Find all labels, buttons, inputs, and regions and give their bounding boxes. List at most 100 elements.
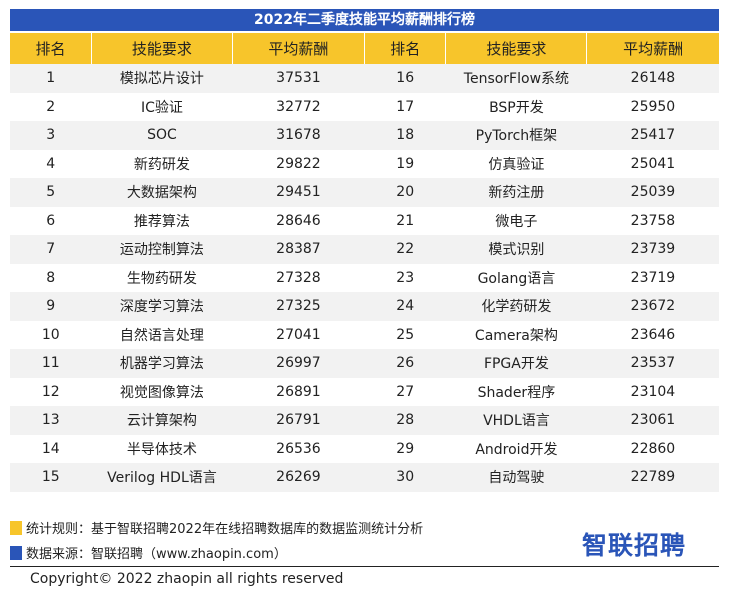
salary-cell: 25417 [586, 121, 719, 150]
rank-cell: 30 [364, 463, 446, 492]
skill-cell: TensorFlow系统 [445, 64, 587, 93]
table-row: 2 IC验证 32772 17 BSP开发 25950 [10, 92, 719, 121]
rank-cell: 22 [364, 235, 446, 264]
skill-cell: 云计算架构 [91, 406, 233, 435]
skill-cell: 模拟芯片设计 [91, 64, 233, 93]
table-row: 7 运动控制算法 28387 22 模式识别 23739 [10, 235, 719, 264]
rank-cell: 27 [364, 377, 446, 406]
rule-text: 统计规则：基于智联招聘2022年在线招聘数据库的数据监测统计分析 [26, 522, 424, 537]
rank-cell: 5 [10, 178, 92, 207]
rank-cell: 23 [364, 263, 446, 292]
skill-cell: 运动控制算法 [91, 235, 233, 264]
chart-title: 2022年二季度技能平均薪酬排行榜 [10, 9, 719, 31]
salary-cell: 29822 [232, 149, 365, 178]
rank-cell: 19 [364, 149, 446, 178]
salary-cell: 25039 [586, 178, 719, 207]
rank-cell: 1 [10, 64, 92, 93]
skill-cell: 仿真验证 [445, 149, 587, 178]
salary-cell: 23758 [586, 206, 719, 235]
zhaopin-logo: 智联招聘 [582, 531, 687, 560]
table-row: 11 机器学习算法 26997 26 FPGA开发 23537 [10, 349, 719, 378]
rank-cell: 6 [10, 206, 92, 235]
table-row: 5 大数据架构 29451 20 新药注册 25039 [10, 178, 719, 207]
table-row: 3 SOC 31678 18 PyTorch框架 25417 [10, 121, 719, 150]
salary-cell: 31678 [232, 121, 365, 150]
source-text: 数据来源：智联招聘（www.zhaopin.com） [26, 547, 287, 562]
column-header-salary-right: 平均薪酬 [586, 33, 719, 64]
column-header-rank-right: 排名 [364, 33, 447, 64]
skill-cell: 微电子 [445, 206, 587, 235]
rank-cell: 8 [10, 263, 92, 292]
salary-cell: 25950 [586, 92, 719, 121]
table-body: 1 模拟芯片设计 37531 16 TensorFlow系统 26148 2 IC验证 3277… [10, 64, 719, 492]
rank-cell: 20 [364, 178, 446, 207]
salary-cell: 28646 [232, 206, 365, 235]
table-row: 10 自然语言处理 27041 25 Camera架构 23646 [10, 320, 719, 349]
salary-cell: 27325 [232, 292, 365, 321]
skill-cell: 模式识别 [445, 235, 587, 264]
skill-cell: 新药研发 [91, 149, 233, 178]
skill-cell: 大数据架构 [91, 178, 233, 207]
rank-cell: 14 [10, 434, 92, 463]
rank-cell: 17 [364, 92, 446, 121]
rank-cell: 18 [364, 121, 446, 150]
skill-cell: IC验证 [91, 92, 233, 121]
source-legend: 数据来源：智联招聘（www.zhaopin.com） [10, 543, 287, 562]
skill-cell: PyTorch框架 [445, 121, 587, 150]
rank-cell: 15 [10, 463, 92, 492]
rank-cell: 21 [364, 206, 446, 235]
skill-cell: 半导体技术 [91, 434, 233, 463]
table-row: 13 云计算架构 26791 28 VHDL语言 23061 [10, 406, 719, 435]
rank-cell: 29 [364, 434, 446, 463]
salary-cell: 23739 [586, 235, 719, 264]
salary-cell: 29451 [232, 178, 365, 207]
table-header-row: 排名 技能要求 平均薪酬 排名 技能要求 平均薪酬 [10, 33, 719, 64]
rank-cell: 3 [10, 121, 92, 150]
rank-cell: 25 [364, 320, 446, 349]
rank-cell: 11 [10, 349, 92, 378]
salary-ranking-table: 排名 技能要求 平均薪酬 排名 技能要求 平均薪酬 1 模拟芯片设计 37531 16… [10, 33, 719, 492]
skill-cell: BSP开发 [445, 92, 587, 121]
rank-cell: 2 [10, 92, 92, 121]
rank-cell: 16 [364, 64, 446, 93]
salary-cell: 23061 [586, 406, 719, 435]
rank-cell: 4 [10, 149, 92, 178]
footer-divider [10, 566, 719, 567]
skill-cell: 深度学习算法 [91, 292, 233, 321]
table-row: 8 生物药研发 27328 23 Golang语言 23719 [10, 263, 719, 292]
rank-cell: 12 [10, 377, 92, 406]
table-row: 4 新药研发 29822 19 仿真验证 25041 [10, 149, 719, 178]
skill-cell: Android开发 [445, 434, 587, 463]
salary-cell: 26148 [586, 64, 719, 93]
table-row: 6 推荐算法 28646 21 微电子 23758 [10, 206, 719, 235]
column-header-skill-left: 技能要求 [91, 33, 233, 64]
table-row: 14 半导体技术 26536 29 Android开发 22860 [10, 434, 719, 463]
skill-cell: Camera架构 [445, 320, 587, 349]
salary-cell: 26791 [232, 406, 365, 435]
salary-cell: 25041 [586, 149, 719, 178]
skill-cell: VHDL语言 [445, 406, 587, 435]
salary-cell: 26269 [232, 463, 365, 492]
salary-cell: 26891 [232, 377, 365, 406]
salary-cell: 22789 [586, 463, 719, 492]
copyright-text: Copyright© 2022 zhaopin all rights reser… [30, 571, 344, 587]
blue-legend-swatch [10, 546, 22, 560]
salary-cell: 27041 [232, 320, 365, 349]
rank-cell: 7 [10, 235, 92, 264]
skill-cell: Golang语言 [445, 263, 587, 292]
skill-cell: SOC [91, 121, 233, 150]
rank-cell: 10 [10, 320, 92, 349]
rank-cell: 26 [364, 349, 446, 378]
table-row: 12 视觉图像算法 26891 27 Shader程序 23104 [10, 377, 719, 406]
skill-cell: 推荐算法 [91, 206, 233, 235]
salary-cell: 23537 [586, 349, 719, 378]
skill-cell: 视觉图像算法 [91, 377, 233, 406]
table-row: 9 深度学习算法 27325 24 化学药研发 23672 [10, 292, 719, 321]
skill-cell: 生物药研发 [91, 263, 233, 292]
salary-cell: 23104 [586, 377, 719, 406]
yellow-legend-swatch [10, 521, 22, 535]
salary-cell: 37531 [232, 64, 365, 93]
rank-cell: 24 [364, 292, 446, 321]
column-header-rank-left: 排名 [10, 33, 92, 64]
skill-cell: 机器学习算法 [91, 349, 233, 378]
